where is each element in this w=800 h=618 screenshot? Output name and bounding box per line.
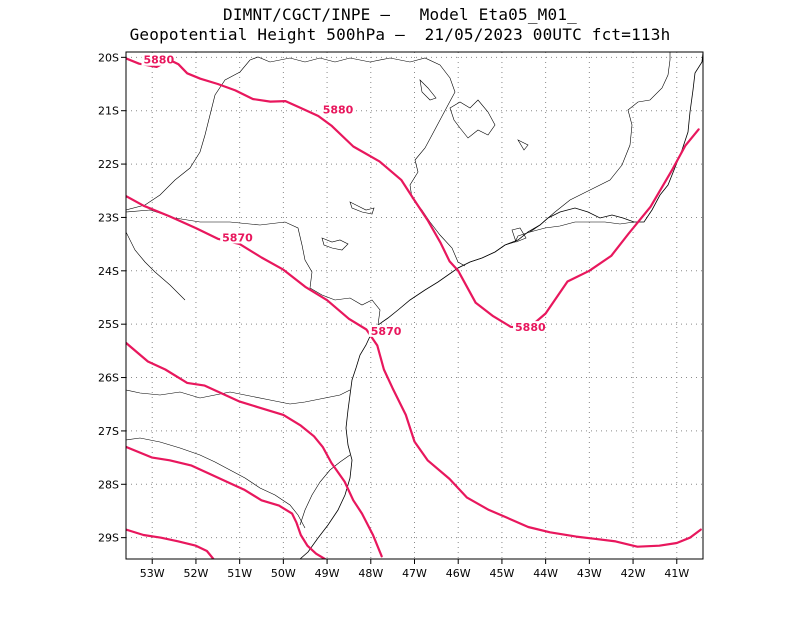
contour-label-5880: 5880 <box>143 54 174 67</box>
contour-line-5870 <box>126 195 702 548</box>
contour-label-5880: 5880 <box>323 103 354 116</box>
y-tick-label: 20S <box>98 51 119 64</box>
contour-label-bg <box>220 231 251 244</box>
x-tick-label: 47W <box>402 567 427 580</box>
reservoir <box>321 237 349 251</box>
y-tick-label: 24S <box>98 265 119 278</box>
state-border <box>126 209 381 326</box>
y-axis-ticks: 20S 21S 22S 23S 24S 25S 26S 27S 28S 29S <box>98 51 126 545</box>
reservoir <box>349 201 375 215</box>
state-border <box>126 56 466 267</box>
x-tick-label: 45W <box>489 567 514 580</box>
y-tick-label: 27S <box>98 425 119 438</box>
y-tick-label: 21S <box>98 105 119 118</box>
contour-line <box>126 341 383 558</box>
x-tick-label: 52W <box>184 567 209 580</box>
contour-line <box>126 528 215 559</box>
contour-label-5870: 5870 <box>222 231 253 244</box>
state-border <box>126 389 351 405</box>
x-tick-label: 43W <box>577 567 602 580</box>
contour-label-bg <box>141 53 172 66</box>
x-tick-label: 42W <box>621 567 646 580</box>
contour-line-5880 <box>126 57 700 330</box>
grid-lines <box>126 52 703 559</box>
x-tick-label: 44W <box>533 567 558 580</box>
state-border <box>299 454 351 526</box>
x-tick-label: 53W <box>140 567 165 580</box>
contour-labels: 5880 5880 5880 5870 5870 <box>141 53 546 338</box>
x-tick-label: 41W <box>664 567 689 580</box>
contour-label-5880: 5880 <box>515 321 546 334</box>
contour-label-bg <box>368 324 399 337</box>
x-tick-label: 50W <box>271 567 296 580</box>
contour-line <box>126 445 326 559</box>
y-tick-label: 29S <box>98 532 119 545</box>
contour-label-5870: 5870 <box>371 325 402 338</box>
reservoir <box>449 99 496 139</box>
contour-label-bg <box>320 103 351 116</box>
x-tick-label: 49W <box>315 567 340 580</box>
contour-label-bg <box>513 321 544 334</box>
x-axis-ticks: 53W 52W 51W 50W 49W 48W 47W 46W 45W 44W 43W 42W 41W <box>140 559 689 580</box>
y-tick-label: 22S <box>98 158 119 171</box>
map-boundaries <box>126 52 703 559</box>
y-tick-label: 28S <box>98 478 119 491</box>
reservoir <box>517 139 529 151</box>
reservoir <box>419 79 437 101</box>
y-tick-label: 26S <box>98 372 119 385</box>
chart-title-line-2: Geopotential Height 500hPa – 21/05/2023 … <box>129 25 671 44</box>
chart-title-line-1: DIMNT/CGCT/INPE – Model Eta05_M01_ <box>223 5 577 24</box>
reservoir <box>511 227 527 243</box>
y-tick-label: 25S <box>98 318 119 331</box>
state-border <box>126 437 306 529</box>
x-tick-label: 48W <box>358 567 383 580</box>
state-border <box>457 52 671 269</box>
state-border <box>126 231 186 301</box>
contour-lines <box>126 57 702 559</box>
y-tick-label: 23S <box>98 211 119 224</box>
state-border <box>529 221 635 233</box>
x-tick-label: 46W <box>446 567 471 580</box>
x-tick-label: 51W <box>227 567 252 580</box>
